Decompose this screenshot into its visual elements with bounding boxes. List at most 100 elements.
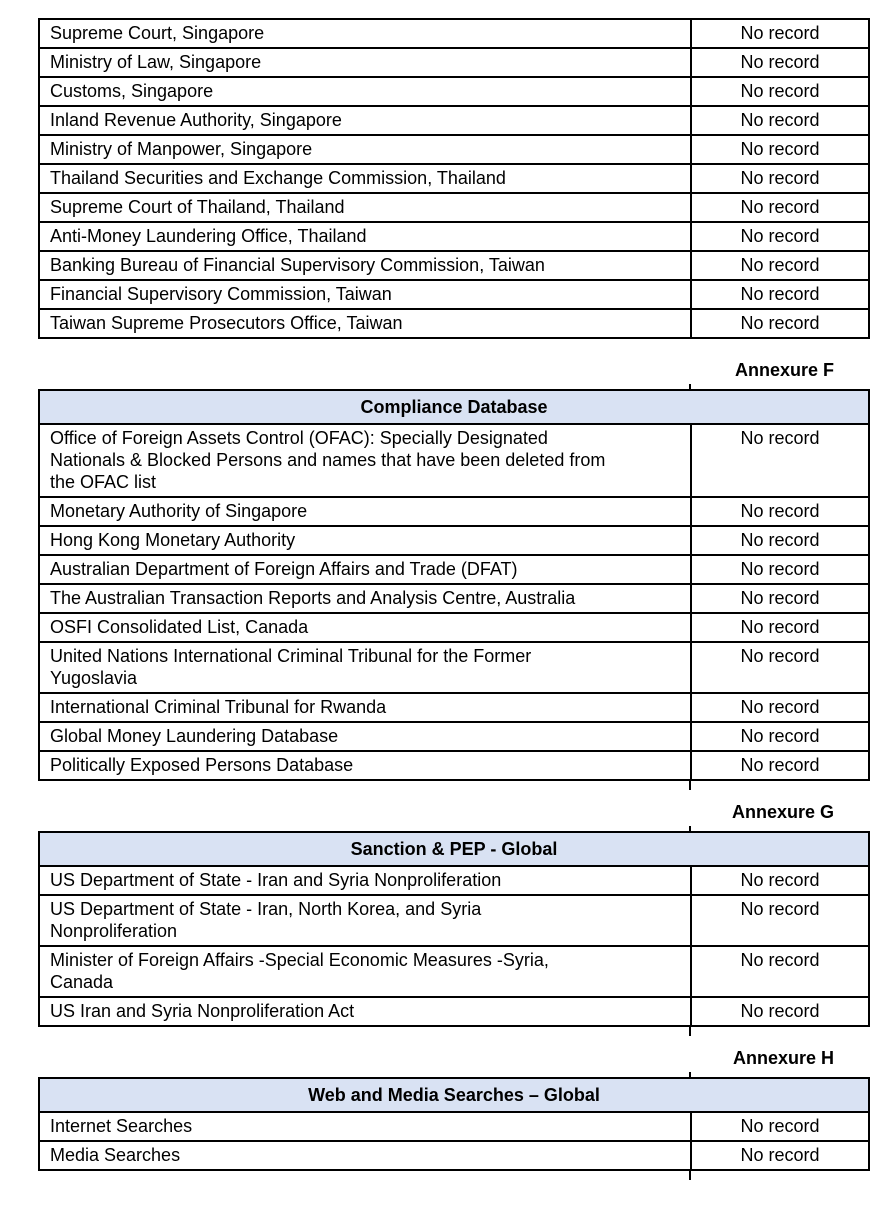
source-cell: Anti-Money Laundering Office, Thailand [38,221,692,252]
result-cell: No record [689,996,871,1027]
table-row: United Nations International Criminal Tr… [38,641,871,694]
table-row: International Criminal Tribunal for Rwan… [38,692,871,723]
source-cell: Hong Kong Monetary Authority [38,525,692,556]
source-cell: Media Searches [38,1140,692,1171]
source-cell: Global Money Laundering Database [38,721,692,752]
source-cell: Banking Bureau of Financial Supervisory … [38,250,692,281]
result-cell: No record [689,894,871,947]
result-cell: No record [690,221,870,252]
table-row: Office of Foreign Assets Control (OFAC):… [38,423,871,498]
result-cell: No record [690,163,870,194]
table-row: Australian Department of Foreign Affairs… [38,554,871,585]
sanction-pep-table-wrap: Sanction & PEP - Global US Department of… [37,826,871,1036]
table-row: The Australian Transaction Reports and A… [38,583,871,614]
table-row: Supreme Court of Thailand, Thailand No r… [38,192,870,223]
table-row: Monetary Authority of Singapore No recor… [38,496,871,527]
table-row: Politically Exposed Persons Database No … [38,750,871,781]
table-row: Inland Revenue Authority, Singapore No r… [38,105,870,136]
result-cell: No record [689,721,871,752]
result-cell: No record [689,496,871,527]
table-border-tick [689,384,691,389]
result-cell: No record [689,612,871,643]
source-cell: Supreme Court of Thailand, Thailand [38,192,692,223]
source-cell: Politically Exposed Persons Database [38,750,692,781]
result-cell: No record [689,1111,871,1142]
result-cell: No record [690,47,870,78]
result-cell: No record [690,76,870,107]
source-cell: Taiwan Supreme Prosecutors Office, Taiwa… [38,308,692,339]
table-row: Ministry of Law, Singapore No record [38,47,870,78]
result-cell: No record [689,945,871,998]
source-cell: The Australian Transaction Reports and A… [38,583,692,614]
result-cell: No record [689,1140,871,1171]
source-cell: Minister of Foreign Affairs -Special Eco… [38,945,692,998]
source-cell: Ministry of Law, Singapore [38,47,692,78]
table-row: Ministry of Manpower, Singapore No recor… [38,134,870,165]
table-row: Banking Bureau of Financial Supervisory … [38,250,870,281]
table-title: Web and Media Searches – Global [37,1077,871,1113]
table-row: US Iran and Syria Nonproliferation Act N… [38,996,871,1027]
table-header-row: Web and Media Searches – Global [37,1077,871,1113]
source-cell: Customs, Singapore [38,76,692,107]
source-cell: Inland Revenue Authority, Singapore [38,105,692,136]
table-row: Taiwan Supreme Prosecutors Office, Taiwa… [38,308,870,339]
source-cell: Thailand Securities and Exchange Commiss… [38,163,692,194]
table-row: Minister of Foreign Affairs -Special Eco… [38,945,871,998]
result-cell: No record [689,692,871,723]
government-regulatory-table-wrap: Supreme Court, Singapore No record Minis… [38,18,870,339]
government-regulatory-table: Supreme Court, Singapore No record Minis… [38,18,870,339]
table-row: Media Searches No record [38,1140,871,1171]
source-cell: International Criminal Tribunal for Rwan… [38,692,692,723]
result-cell: No record [689,525,871,556]
result-cell: No record [690,192,870,223]
result-cell: No record [689,583,871,614]
web-media-table: Web and Media Searches – Global Internet… [37,1077,871,1171]
report-content: Supreme Court, Singapore No record Minis… [37,18,871,1180]
source-cell: United Nations International Criminal Tr… [38,641,692,694]
table-row: US Department of State - Iran and Syria … [38,865,871,896]
result-cell: No record [689,554,871,585]
result-cell: No record [690,279,870,310]
result-cell: No record [690,250,870,281]
sanction-pep-table: Sanction & PEP - Global US Department of… [37,831,871,1027]
result-cell: No record [690,134,870,165]
table-border-tick [689,826,691,831]
table-header-row: Sanction & PEP - Global [37,831,871,867]
web-media-table-wrap: Web and Media Searches – Global Internet… [37,1072,871,1180]
source-cell: Supreme Court, Singapore [38,18,692,49]
source-cell: Ministry of Manpower, Singapore [38,134,692,165]
table-border-tick [689,781,691,790]
table-row: US Department of State - Iran, North Kor… [38,894,871,947]
source-cell: Financial Supervisory Commission, Taiwan [38,279,692,310]
result-cell: No record [689,641,871,694]
table-header-row: Compliance Database [37,389,871,425]
annexure-h-label: Annexure H [732,1048,834,1068]
source-cell: Australian Department of Foreign Affairs… [38,554,692,585]
result-cell: No record [689,423,871,498]
table-border-tick [689,1027,691,1036]
table-row: OSFI Consolidated List, Canada No record [38,612,871,643]
result-cell: No record [690,105,870,136]
result-cell: No record [689,750,871,781]
result-cell: No record [689,865,871,896]
source-cell: Monetary Authority of Singapore [38,496,692,527]
source-cell: US Department of State - Iran, North Kor… [38,894,692,947]
annexure-g-label: Annexure G [731,802,834,822]
table-row: Anti-Money Laundering Office, Thailand N… [38,221,870,252]
source-cell: Office of Foreign Assets Control (OFAC):… [38,423,692,498]
table-row: Internet Searches No record [38,1111,871,1142]
source-cell: OSFI Consolidated List, Canada [38,612,692,643]
compliance-database-table: Compliance Database Office of Foreign As… [37,389,871,781]
table-border-tick [689,1072,691,1077]
table-border-tick [689,1171,691,1180]
table-row: Hong Kong Monetary Authority No record [38,525,871,556]
source-cell: US Department of State - Iran and Syria … [38,865,692,896]
result-cell: No record [690,18,870,49]
source-cell: US Iran and Syria Nonproliferation Act [38,996,692,1027]
table-title: Sanction & PEP - Global [37,831,871,867]
annexure-f-label: Annexure F [734,360,834,380]
source-cell: Internet Searches [38,1111,692,1142]
result-cell: No record [690,308,870,339]
table-title: Compliance Database [37,389,871,425]
